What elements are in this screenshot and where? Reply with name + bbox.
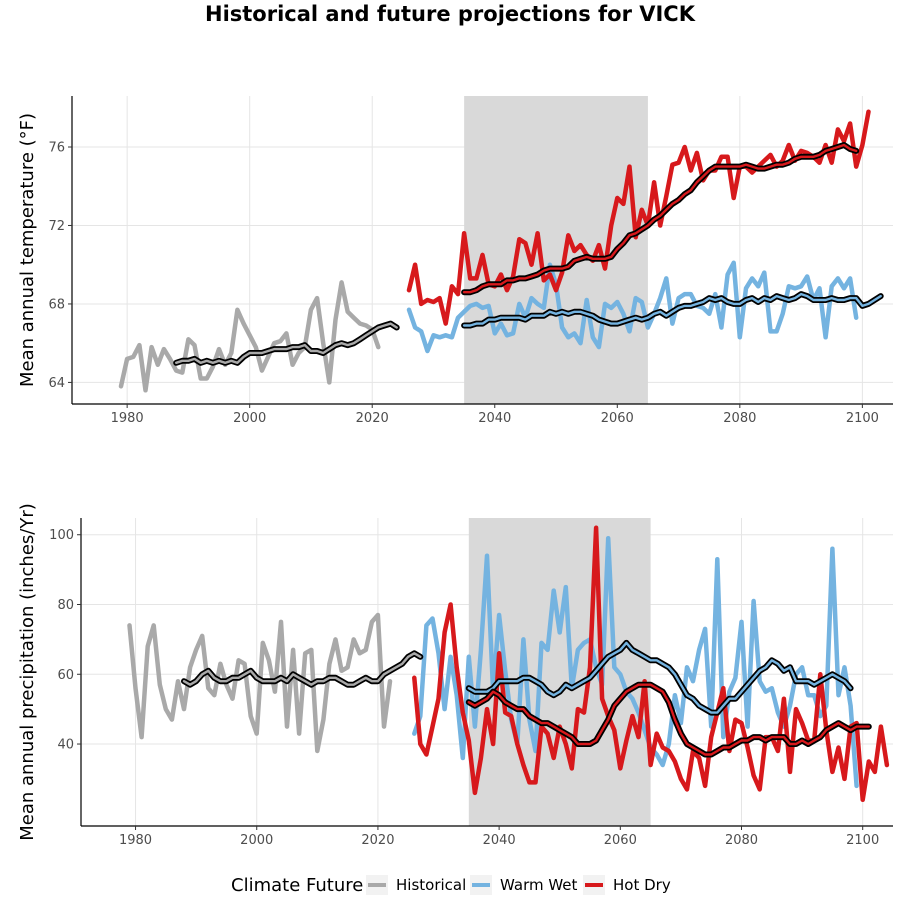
precip-series-hot-dry-smooth [465,681,872,758]
precip-y-tick-label: 100 [49,528,74,543]
precip-series-warm-wet-smooth [465,639,854,716]
precip-y-tick-label: 80 [57,598,74,613]
temp-x-tick-label: 2060 [601,411,634,426]
legend-item-hot-dry: Hot Dry [583,875,671,895]
precip-x-tick-label: 2080 [725,833,758,848]
precip-x-tick-label: 2060 [604,833,637,848]
precip-series-historical [127,612,393,754]
precipitation-panel: 1980 2000 2020 2040 2060 2080 2100 40 60 80 100 Mea… [17,503,893,848]
precip-x-tick-label: 2000 [240,833,273,848]
precip-y-tick-label: 40 [57,738,74,753]
temp-y-tick-label: 68 [48,297,65,312]
temp-x-tick-label: 2000 [233,411,266,426]
precip-series-hot-dry [412,525,890,803]
legend-title: Climate Future [231,875,363,896]
temp-series-hot-dry-smooth [461,142,860,296]
figure-title: Historical and future projections for VI… [205,2,695,26]
temp-series-hot-dry [406,109,871,326]
legend-label-hot-dry: Hot Dry [613,876,671,894]
temp-y-axis-title: Mean annual temperature (°F) [17,113,38,387]
legend: Climate Future Historical Warm Wet Hot D… [231,875,671,896]
precip-y-tick-label: 60 [57,668,74,683]
temp-y-tick-label: 76 [48,141,65,156]
temp-x-tick-label: 1980 [111,411,144,426]
temp-series-warm-wet [406,260,859,354]
legend-label-warm-wet: Warm Wet [500,876,578,894]
temperature-panel: 1980 2000 2020 2040 2060 2080 2100 64 68 72 76 Mean… [17,96,893,426]
temp-x-tick-label: 2080 [723,411,756,426]
precip-series-historical-smooth [181,650,424,688]
precip-x-tick-label: 2020 [361,833,394,848]
temp-series-historical [118,280,381,393]
temp-x-tick-label: 2040 [478,411,511,426]
precip-x-tick-label: 2040 [483,833,516,848]
legend-item-historical: Historical [366,875,466,895]
temp-y-tick-label: 72 [48,219,65,234]
temp-x-tick-label: 2100 [846,411,879,426]
precip-x-tick-label: 1980 [119,833,152,848]
precip-y-axis-title: Mean annual precipitation (inches/Yr) [17,503,38,841]
temp-x-tick-label: 2020 [356,411,389,426]
precip-x-tick-label: 2100 [846,833,879,848]
legend-item-warm-wet: Warm Wet [470,875,578,895]
temp-y-tick-label: 64 [48,376,65,391]
temp-series-warm-wet-smooth [461,291,884,329]
temp-series-historical-smooth [173,320,400,366]
legend-label-historical: Historical [396,876,466,894]
